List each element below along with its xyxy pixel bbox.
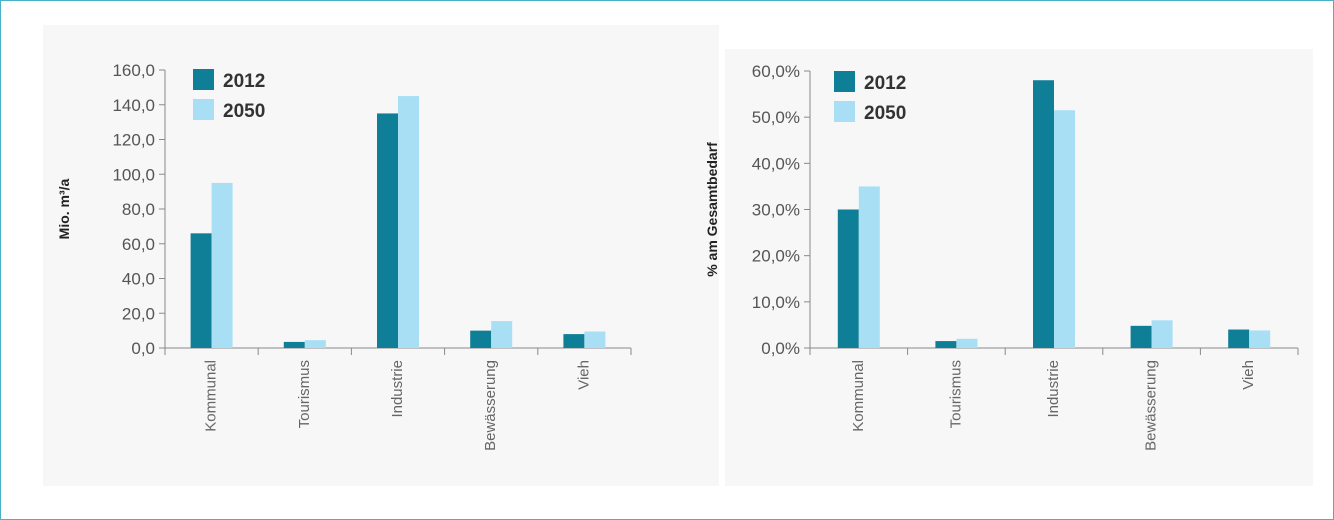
y-tick-label: 60,0%	[752, 62, 800, 81]
legend-swatch-2012	[193, 69, 214, 90]
bar-2050-3	[491, 321, 513, 348]
y-tick-label: 120,0	[112, 131, 155, 150]
bar-2050-2	[398, 96, 419, 348]
bar-2050-4	[1249, 330, 1271, 348]
legend-swatch-2012	[834, 71, 855, 92]
bar-2012-2	[1033, 80, 1054, 348]
x-tick-label: Tourismus	[947, 360, 964, 428]
bar-2050-3	[1151, 320, 1173, 348]
bar-2012-4	[563, 334, 585, 348]
share-bar-chart: 0,0% 10,0% 20,0% 30,0% 40,0% 50,0% 60,0% % am G…	[704, 62, 1299, 451]
volume-bar-chart: 0,0 20,0 40,0 60,0 80,0 100,0 120,0 140,0 160,0 M…	[56, 61, 632, 451]
bar-2012-2	[377, 113, 398, 348]
x-tick-label: Vieh	[1240, 360, 1257, 390]
bar-2012-1	[935, 341, 957, 348]
legend-label-2050: 2050	[223, 101, 265, 122]
y-tick-label: 30,0%	[752, 201, 800, 220]
bar-2050-4	[584, 331, 606, 348]
bar-2012-3	[470, 330, 492, 348]
y-axis-title: Mio. m³/a	[56, 178, 72, 239]
y-tick-label: 40,0	[122, 270, 155, 289]
y-tick-label: 50,0%	[752, 108, 800, 127]
y-tick-label: 20,0	[122, 304, 155, 323]
y-tick-label: 60,0	[122, 235, 155, 254]
bar-2050-2	[1054, 110, 1075, 348]
x-tick-label: Tourismus	[296, 360, 313, 428]
y-tick-label: 80,0	[122, 200, 155, 219]
y-tick-label: 20,0%	[752, 247, 800, 266]
chart-panel-volume: 0,0 20,0 40,0 60,0 80,0 100,0 120,0 140,0 160,0 M…	[43, 25, 719, 486]
bar-2012-0	[190, 233, 212, 348]
bar-2012-0	[837, 209, 859, 348]
legend-label-2012: 2012	[864, 73, 906, 94]
legend-label-2012: 2012	[223, 71, 265, 92]
bar-2050-1	[304, 340, 326, 348]
bar-2012-1	[283, 341, 305, 348]
bar-2050-1	[956, 338, 978, 348]
x-tick-label: Bewässerung	[1143, 360, 1160, 451]
chart-panel-share: 0,0% 10,0% 20,0% 30,0% 40,0% 50,0% 60,0% % am G…	[704, 49, 1313, 486]
legend-swatch-2050	[834, 101, 855, 122]
bar-2050-0	[858, 186, 880, 348]
y-tick-label: 100,0	[112, 165, 155, 184]
bar-2012-4	[1228, 329, 1250, 348]
y-tick-label: 10,0%	[752, 293, 800, 312]
y-tick-label: 140,0	[112, 96, 155, 115]
legend-swatch-2050	[193, 99, 214, 120]
y-axis-title: % am Gesamtbedarf	[704, 142, 720, 277]
x-tick-label: Bewässerung	[482, 360, 499, 451]
y-tick-label: 160,0	[112, 61, 155, 80]
x-tick-label: Industrie	[389, 360, 406, 418]
x-tick-label: Vieh	[575, 360, 592, 390]
y-tick-label: 0,0%	[761, 339, 800, 358]
legend-label-2050: 2050	[864, 103, 906, 124]
x-tick-label: Industrie	[1045, 360, 1062, 418]
x-tick-label: Kommunal	[850, 360, 867, 432]
y-tick-label: 0,0	[131, 339, 155, 358]
y-tick-label: 40,0%	[752, 154, 800, 173]
x-tick-label: Kommunal	[203, 360, 220, 432]
bar-2012-3	[1130, 325, 1152, 348]
bar-2050-0	[211, 182, 233, 348]
